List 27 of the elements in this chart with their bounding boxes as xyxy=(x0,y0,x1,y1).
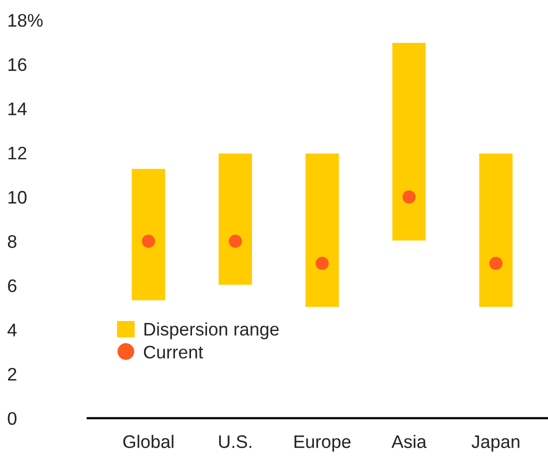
x-tick-label: Europe xyxy=(294,435,350,452)
x-tick-label: Global xyxy=(123,434,174,448)
y-tick-label: 6 xyxy=(8,279,16,292)
y-tick-label: 0 xyxy=(8,412,16,425)
y-tick-label: 4 xyxy=(8,324,17,336)
y-tick-label: 18% xyxy=(8,14,43,27)
y-tick-label: 16 xyxy=(8,58,26,72)
x-tick-label: Japan xyxy=(472,435,520,452)
point xyxy=(228,234,242,248)
point xyxy=(316,256,329,270)
y-tick-label: 2 xyxy=(8,368,16,380)
point xyxy=(142,234,156,248)
x-tick-label: U.S. xyxy=(219,435,252,448)
bar xyxy=(130,168,167,302)
x-tick-label: Asia xyxy=(392,434,427,448)
y-tick-label: 14 xyxy=(8,102,27,116)
y-tick-label: 10 xyxy=(8,190,26,204)
y-tick-label: 8 xyxy=(8,235,16,248)
legend-label: Current xyxy=(144,346,204,359)
point xyxy=(402,190,416,204)
bar xyxy=(478,152,514,308)
legend-label: Dispersion range xyxy=(144,322,279,340)
bar xyxy=(304,152,340,308)
point xyxy=(489,256,502,270)
bar xyxy=(217,152,254,286)
bar xyxy=(390,41,428,242)
y-tick-label: 12 xyxy=(8,146,26,160)
